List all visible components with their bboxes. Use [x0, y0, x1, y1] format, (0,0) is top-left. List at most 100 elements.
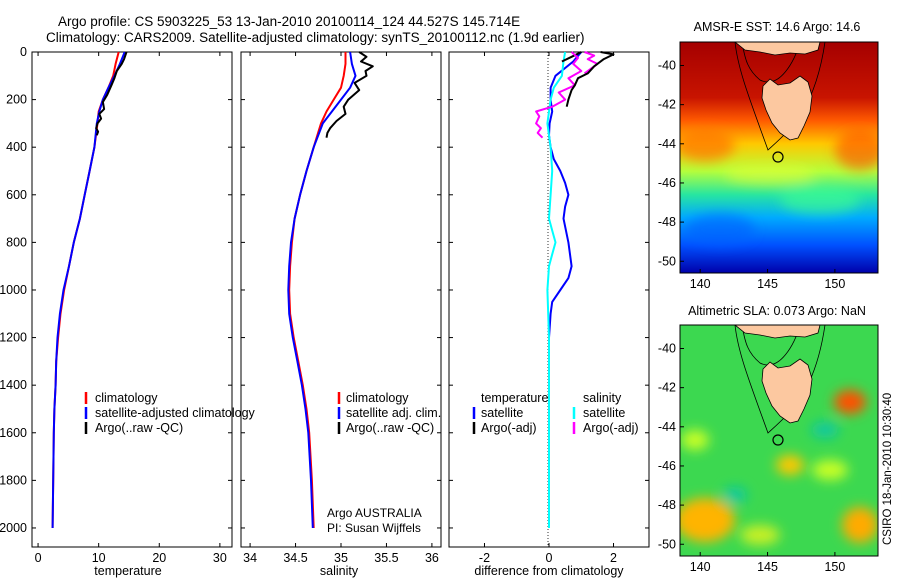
legend-label-argo: Argo(..raw -QC): [346, 421, 434, 435]
map-y-tick-label: -42: [658, 98, 676, 112]
legend-label-satellite: satellite adj. clim.: [346, 406, 441, 420]
sst-map-axes: 140 145 150 -40 -42 -44 -46 -48 -50: [658, 58, 845, 291]
sst-warm-patch: [835, 130, 878, 170]
series-line-salinity-satellite: [546, 51, 567, 528]
sla-contour: [734, 325, 826, 434]
map-y-tick-label: -46: [658, 459, 676, 473]
series-layer: [51, 51, 615, 529]
sla-high-patch: [842, 507, 878, 543]
sla-mid-patch: [812, 460, 848, 480]
map-x-tick-label: 150: [824, 277, 845, 291]
sst-cool-patch: [685, 214, 755, 246]
y-tick-label: 1200: [0, 331, 27, 345]
mainland-land: [734, 325, 821, 339]
sla-low-patch: [723, 487, 747, 503]
sla-high-patch: [776, 455, 804, 475]
x-tick-label: 30: [213, 551, 227, 565]
map-x-tick-label: 145: [757, 277, 778, 291]
x-tick-label: 36: [425, 551, 439, 565]
annotation-institution: Argo AUSTRALIA: [327, 506, 422, 520]
y-tick-label: 2000: [0, 521, 27, 535]
legend-label-sal-satellite: satellite: [583, 406, 625, 420]
salinity-legend: climatology satellite adj. clim. Argo(..…: [327, 391, 441, 535]
y-tick-label: 600: [6, 188, 27, 202]
map-x-tick-label: 140: [690, 560, 711, 574]
sla-mid-patch: [681, 430, 709, 450]
sla-low-patch: [811, 422, 839, 438]
temperature-xlabel: temperature: [94, 564, 161, 578]
series-line-temperature-argo-adj-upper: [565, 51, 615, 107]
map-y-tick-label: -50: [658, 537, 676, 551]
sla-map-title: Altimetric SLA: 0.073 Argo: NaN: [688, 304, 866, 318]
sla-high-patch: [834, 390, 866, 414]
legend-header-salinity: salinity: [583, 391, 622, 405]
y-tick-label: 0: [20, 45, 27, 59]
difference-legend: temperature salinity satellite Argo(-adj…: [472, 391, 639, 435]
y-tick-label: 1000: [0, 283, 27, 297]
series-line-salinity-argo-adj: [535, 51, 583, 139]
x-tick-label: 35: [334, 551, 348, 565]
x-tick-label: 0: [35, 551, 42, 565]
annotation-pi: PI: Susan Wijffels: [327, 521, 421, 535]
y-tick-label: 1800: [0, 473, 27, 487]
x-tick-label: 2: [610, 551, 617, 565]
temperature-plot-frame: [31, 51, 233, 548]
map-x-tick-label: 145: [757, 560, 778, 574]
y-tick-label: 800: [6, 235, 27, 249]
sst-yellow-patch: [725, 165, 815, 185]
side-stamp: CSIRO 18-Jan-2010 10:30:40: [882, 393, 894, 545]
series-line-argo-raw-qc: [325, 51, 374, 138]
y-tick-label: 200: [6, 93, 27, 107]
map-y-tick-label: -48: [658, 498, 676, 512]
argo-float-marker: [772, 151, 784, 163]
sla-high-patch: [680, 498, 735, 542]
mainland-land: [734, 42, 821, 56]
legend-label-climatology: climatology: [95, 391, 158, 405]
map-x-tick-label: 150: [824, 560, 845, 574]
sst-map-title: AMSR-E SST: 14.6 Argo: 14.6: [694, 20, 861, 34]
y-tick-label: 1600: [0, 426, 27, 440]
map-y-tick-label: -40: [658, 341, 676, 355]
sla-map: Altimetric SLA: 0.073 Argo: NaN 140 145 15…: [658, 304, 879, 574]
map-y-tick-label: -46: [658, 176, 676, 190]
legend-label-climatology: climatology: [346, 391, 409, 405]
x-tick-label: 34: [243, 551, 257, 565]
axes-layer: 0 10 20 30 0 200 400 600 800 1000 1200 1400 1600 1800…: [0, 45, 649, 565]
sst-map: AMSR-E SST: 14.6 Argo: 14.6 140 145 150 -40…: [658, 20, 879, 291]
sst-map-frame: [679, 41, 879, 274]
salinity-plot-frame: [240, 51, 442, 548]
sst-warm-patch: [680, 129, 735, 161]
series-line-satellite-adj-clim: [287, 51, 357, 529]
sla-contour: [741, 325, 801, 366]
x-tick-label: 10: [92, 551, 106, 565]
map-y-tick-label: -48: [658, 215, 676, 229]
argo-float-marker: [772, 434, 784, 446]
map-x-tick-label: 140: [690, 277, 711, 291]
salinity-xlabel: salinity: [320, 564, 359, 578]
legend-label-sal-argo: Argo(-adj): [583, 421, 639, 435]
map-y-tick-label: -40: [658, 58, 676, 72]
map-y-tick-label: -42: [658, 381, 676, 395]
figure-title-line1: Argo profile: CS 5903225_53 13-Jan-2010 …: [58, 14, 520, 29]
map-y-tick-label: -44: [658, 137, 676, 151]
y-tick-label: 400: [6, 140, 27, 154]
tasmania-land: [761, 358, 813, 424]
x-tick-label: 20: [152, 551, 166, 565]
x-tick-label: -2: [479, 551, 490, 565]
x-tick-label: 34.5: [283, 551, 307, 565]
y-tick-label: 1400: [0, 378, 27, 392]
sst-contour: [741, 42, 801, 83]
figure-title-line2: Climatology: CARS2009. Satellite-adjuste…: [46, 30, 585, 45]
series-line-salinity-argo-adj-upper: [583, 51, 599, 75]
legend-label-satellite-adjusted: satellite-adjusted climatology: [95, 406, 256, 420]
legend-header-temperature: temperature: [481, 391, 548, 405]
sst-contour: [734, 42, 826, 151]
sla-map-axes: 140 145 150 -40 -42 -44 -46 -48 -50: [658, 341, 845, 574]
difference-xlabel: difference from climatology: [474, 564, 624, 578]
sla-mid-patch: [740, 525, 780, 545]
sla-map-frame: [679, 324, 879, 557]
legend-label-temp-satellite: satellite: [481, 406, 523, 420]
temperature-legend: climatology satellite-adjusted climatolo…: [84, 391, 256, 435]
x-tick-label: 35.5: [374, 551, 398, 565]
